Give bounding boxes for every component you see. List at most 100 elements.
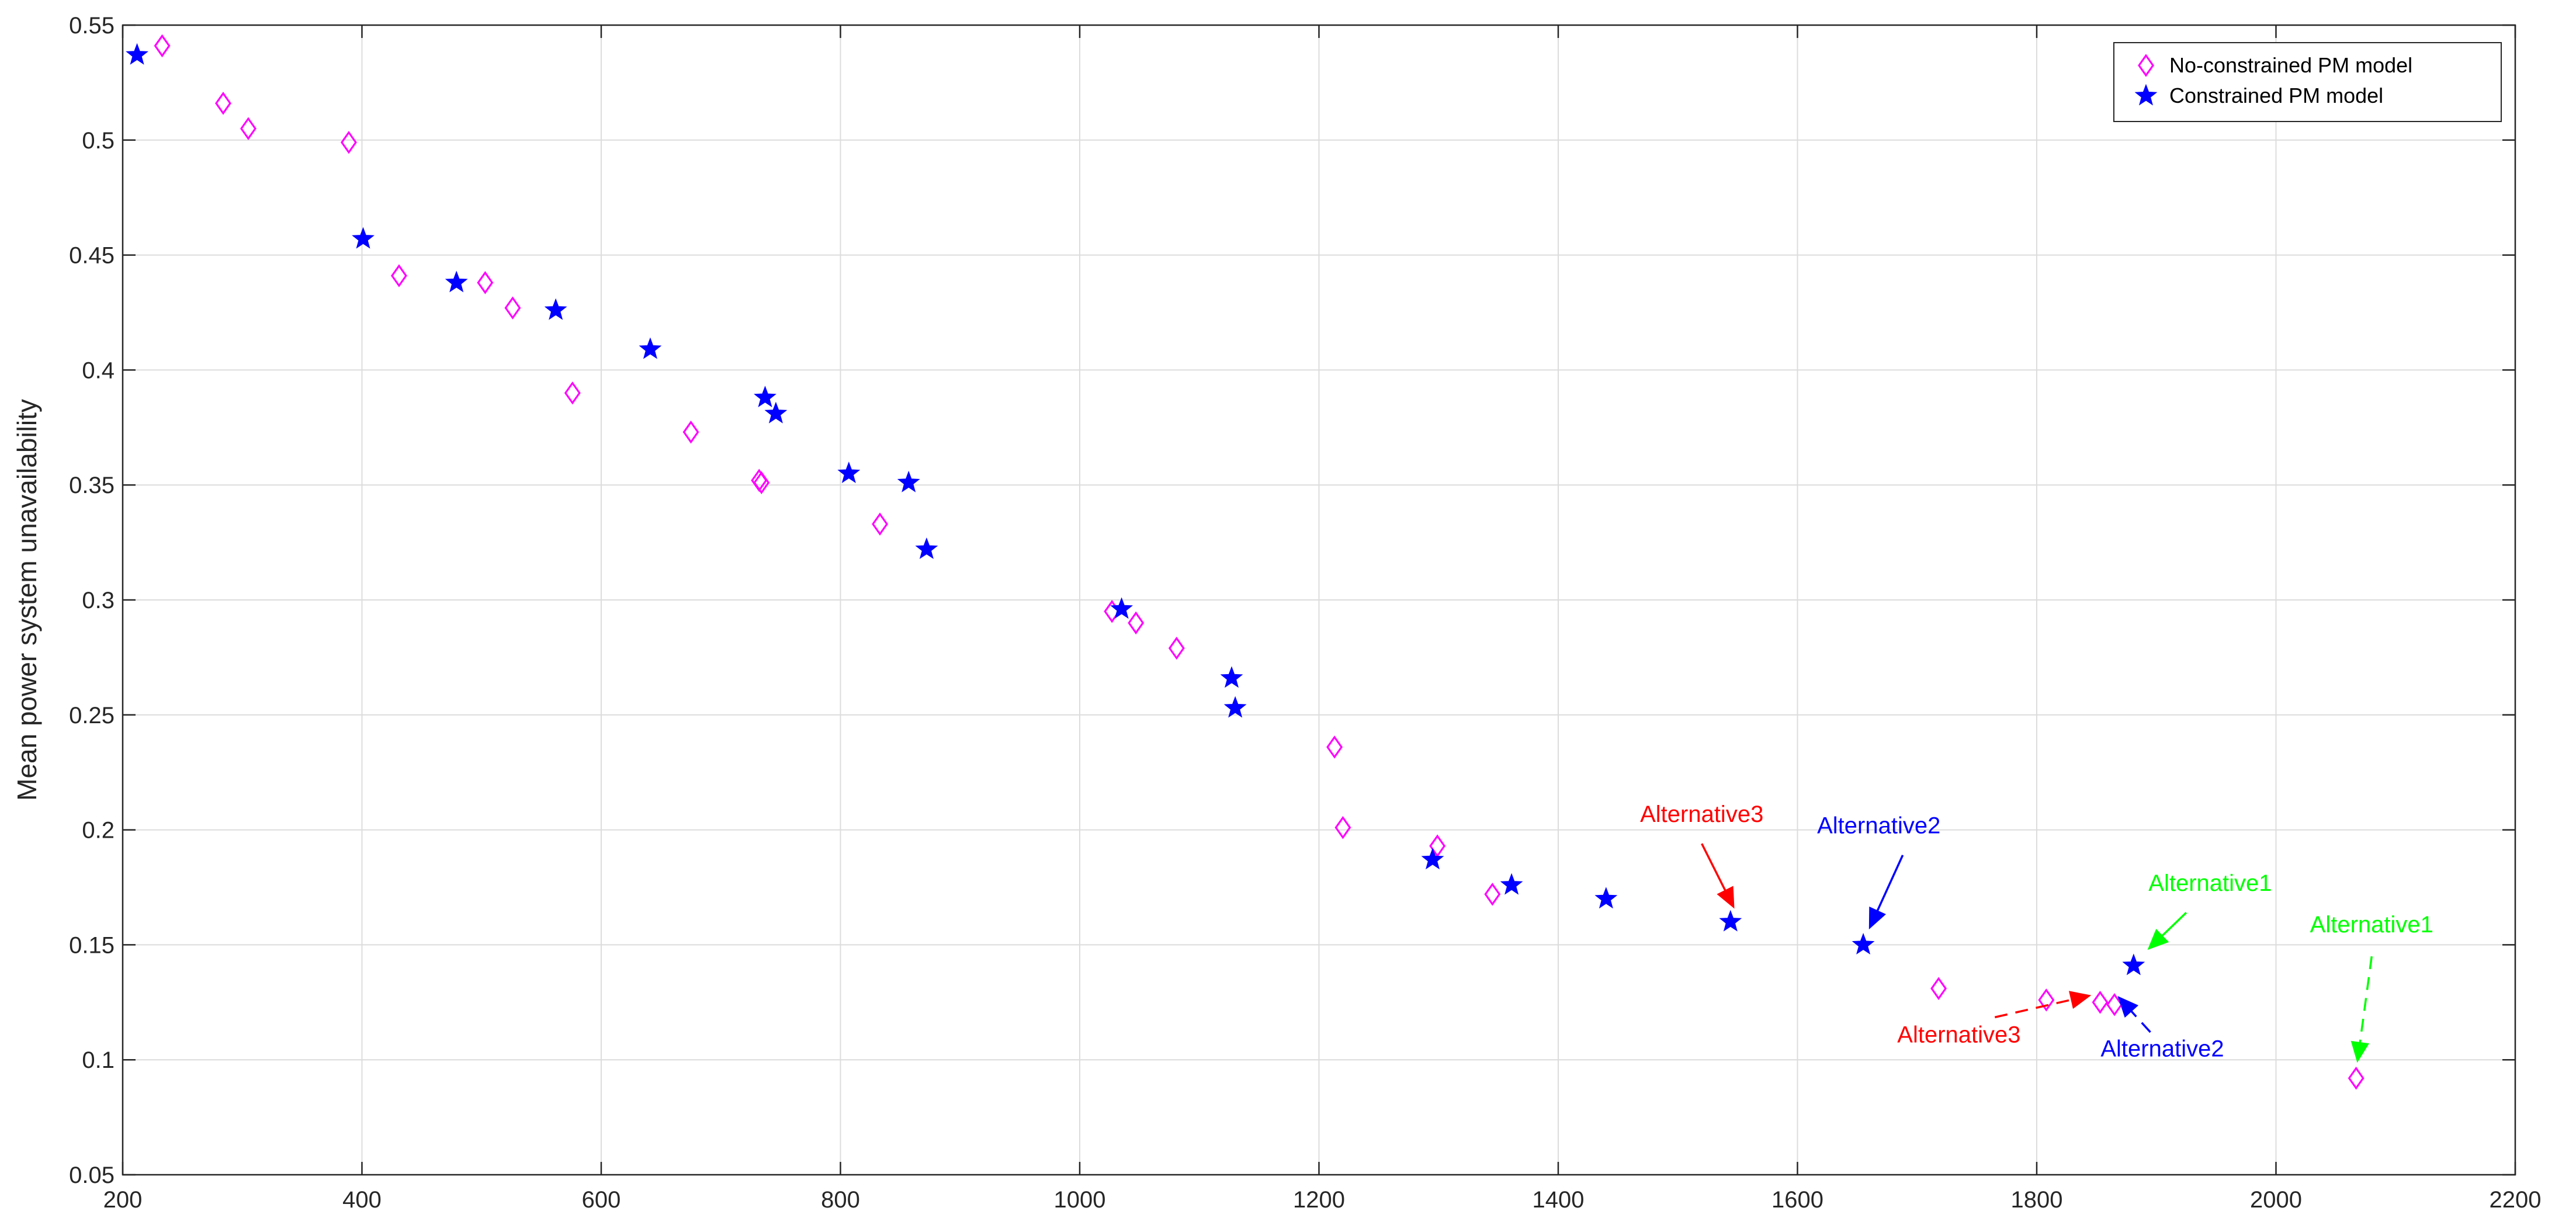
legend: No-constrained PM model Constrained PM mo…	[2113, 42, 2502, 122]
x-tick-label: 1000	[1054, 1187, 1106, 1213]
annotation: Alternative1	[2147, 870, 2272, 950]
diamond-point	[2348, 1066, 2364, 1090]
annotation-label: Alternative2	[1817, 813, 1940, 839]
annotation: Alternative1	[2310, 912, 2433, 1063]
y-tick-label: 0.15	[69, 932, 115, 958]
annotation-arrow-line	[1876, 855, 1904, 911]
diamond-point	[1326, 735, 1343, 759]
star-point	[445, 270, 468, 293]
star-point	[764, 401, 788, 424]
y-tick-label: 0.25	[69, 703, 115, 728]
y-tick-label: 0.2	[82, 818, 115, 844]
star-point	[1594, 887, 1618, 909]
diamond-point	[682, 420, 699, 444]
legend-label: No-constrained PM model	[2169, 53, 2412, 77]
star-point	[2122, 953, 2145, 976]
y-tick-label: 0.3	[82, 588, 115, 613]
annotation-arrow-line	[2161, 912, 2187, 936]
diamond-point	[1930, 977, 1947, 1000]
star-point	[1223, 696, 1247, 718]
star-point	[1852, 932, 1875, 955]
y-tick-label: 0.1	[82, 1047, 115, 1073]
diamond-point	[240, 117, 256, 140]
x-tick-label: 600	[582, 1187, 621, 1213]
star-point	[126, 43, 148, 65]
diamond-point	[215, 92, 231, 115]
star-point	[1500, 873, 1523, 895]
diamond-point	[1484, 883, 1501, 906]
grid-lines	[123, 25, 2515, 1175]
diamond-point	[477, 271, 494, 294]
legend-label: Constrained PM model	[2169, 84, 2383, 107]
x-tick-label: 1200	[1293, 1187, 1345, 1213]
diamond-point	[2038, 988, 2055, 1012]
diamond-point	[2106, 992, 2123, 1016]
annotation-arrowhead	[2068, 991, 2092, 1009]
annotation-arrowhead	[2117, 996, 2139, 1018]
star-point	[837, 461, 861, 484]
series-2	[126, 43, 2145, 976]
axis-ticks	[122, 24, 2516, 1176]
x-tick-label: 400	[342, 1187, 382, 1213]
star-point	[1421, 848, 1444, 870]
diamond-point	[154, 34, 171, 58]
annotation-arrow-line	[2359, 956, 2373, 1043]
y-tick-labels: 0.05 0.1 0.15 0.2 0.25 0.3 0.35 0.4 0.45 0.5 0.55	[69, 13, 115, 1188]
legend-marker-diamond	[2138, 54, 2154, 77]
y-tick-label: 0.55	[69, 13, 115, 39]
y-tick-label: 0.45	[69, 243, 115, 269]
x-tick-label: 200	[103, 1187, 143, 1213]
x-tick-label: 1800	[2011, 1187, 2063, 1213]
annotation-arrow-line	[2130, 1010, 2151, 1033]
diamond-point	[753, 471, 770, 495]
annotations: Alternative3 Alternative2 Alternative1 Alte…	[1640, 801, 2433, 1063]
data-series	[126, 34, 2364, 1090]
star-point	[915, 537, 938, 559]
annotation-label: Alternative1	[2310, 912, 2433, 938]
annotation: Alternative3	[1640, 801, 1763, 909]
star-point	[1220, 666, 1243, 688]
annotation-label: Alternative3	[1897, 1022, 2020, 1048]
annotation-arrowhead	[2350, 1040, 2369, 1063]
star-point	[639, 337, 662, 359]
diamond-point	[1168, 636, 1185, 660]
annotation-arrow-line	[1994, 998, 2072, 1019]
annotation-arrowhead	[1717, 886, 1735, 909]
y-tick-label: 0.4	[82, 358, 115, 383]
diamond-point	[1128, 611, 1145, 635]
star-point	[352, 227, 375, 249]
star-point	[1110, 597, 1133, 619]
annotation: Alternative2	[1817, 813, 1940, 929]
diamond-point	[504, 296, 521, 320]
star-point	[1719, 910, 1742, 932]
annotation-arrowhead	[2147, 928, 2169, 950]
annotation-arrow-line	[1701, 843, 1726, 891]
legend-box	[2113, 42, 2502, 122]
diamond-point	[1334, 815, 1351, 839]
diamond-point	[564, 381, 581, 405]
annotation-arrowhead	[1868, 906, 1886, 929]
diamond-point	[391, 264, 407, 287]
legend-marker-star	[2134, 84, 2158, 106]
star-point	[544, 298, 567, 320]
annotation-label: Alternative1	[2148, 870, 2272, 896]
y-tick-label: 0.5	[82, 128, 115, 154]
x-tick-label: 800	[821, 1187, 860, 1213]
annotation: Alternative3	[1897, 991, 2092, 1048]
diamond-point	[872, 512, 889, 536]
x-tick-labels: 200 400 600 800 1000 1200 1400 1600 1800 2000 2200	[103, 1187, 2542, 1213]
star-point	[754, 386, 776, 408]
diamond-point	[341, 130, 357, 154]
y-tick-label: 0.35	[69, 473, 115, 498]
annotation-label: Alternative3	[1640, 801, 1763, 827]
y-axis-label: Mean power system unavailability	[12, 399, 42, 801]
annotation-label: Alternative2	[2100, 1036, 2224, 1061]
star-point	[897, 470, 920, 492]
x-tick-label: 2000	[2250, 1187, 2302, 1213]
x-tick-label: 1600	[1771, 1187, 1823, 1213]
x-tick-label: 2200	[2490, 1187, 2542, 1213]
y-tick-label: 0.05	[69, 1162, 115, 1188]
annotation: Alternative2	[2100, 996, 2224, 1061]
diamond-point	[2092, 991, 2109, 1014]
